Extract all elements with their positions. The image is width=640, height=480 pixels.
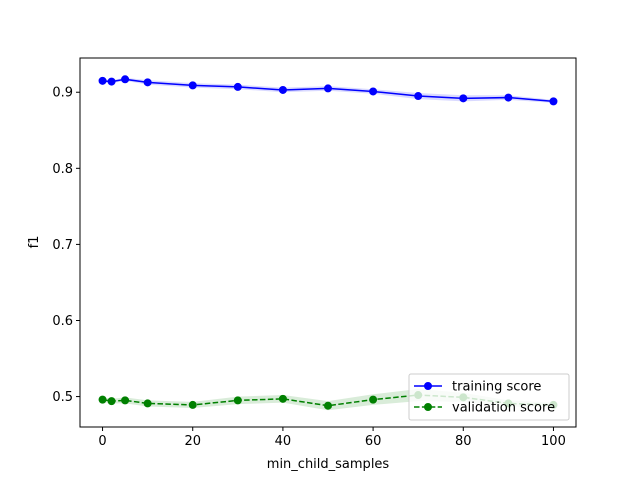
legend-marker	[424, 382, 432, 390]
data-point	[188, 81, 197, 90]
data-point	[549, 97, 558, 106]
x-axis-label: min_child_samples	[267, 457, 390, 472]
legend: training score validation score	[408, 373, 570, 421]
data-point	[98, 395, 107, 404]
y-axis-label: f1	[27, 236, 42, 249]
legend-box	[408, 373, 570, 421]
legend-marker	[424, 403, 432, 411]
data-point	[324, 401, 332, 410]
x-tick-label: 60	[365, 434, 382, 449]
legend-label: training score	[452, 380, 541, 395]
y-tick-label: 0.9	[52, 86, 73, 101]
data-point	[324, 84, 332, 93]
data-point	[98, 76, 107, 85]
data-point	[278, 394, 287, 403]
legend-label: validation score	[452, 401, 555, 416]
x-tick-label: 20	[184, 434, 201, 449]
data-point	[107, 397, 116, 406]
x-tick-label: 0	[98, 434, 106, 449]
data-point	[233, 82, 242, 91]
data-point	[369, 395, 378, 404]
y-tick-label: 0.8	[52, 162, 73, 177]
confidence-bands	[102, 77, 554, 411]
plot-frame	[79, 57, 577, 428]
data-point	[369, 87, 378, 96]
x-tick-label: 80	[455, 434, 472, 449]
data-point	[107, 77, 116, 86]
series-lines	[102, 78, 554, 407]
data-point	[504, 93, 513, 102]
data-point	[121, 396, 130, 405]
x-tick-label: 40	[275, 434, 292, 449]
data-point	[233, 396, 242, 405]
data-point	[121, 75, 130, 84]
data-point	[143, 78, 152, 87]
x-axis-ticks: 0 20 40 60 80 100	[98, 427, 566, 449]
y-tick-label: 0.5	[52, 390, 73, 405]
series-markers	[98, 75, 558, 410]
y-tick-label: 0.7	[52, 238, 73, 253]
data-point	[414, 92, 423, 101]
data-point	[278, 85, 287, 94]
data-point	[143, 399, 152, 408]
y-tick-label: 0.6	[52, 314, 73, 329]
data-point	[188, 400, 197, 409]
x-tick-label: 100	[541, 434, 566, 449]
y-axis-ticks: 0.5 0.6 0.7 0.8 0.9	[52, 86, 80, 405]
data-point	[459, 94, 468, 103]
